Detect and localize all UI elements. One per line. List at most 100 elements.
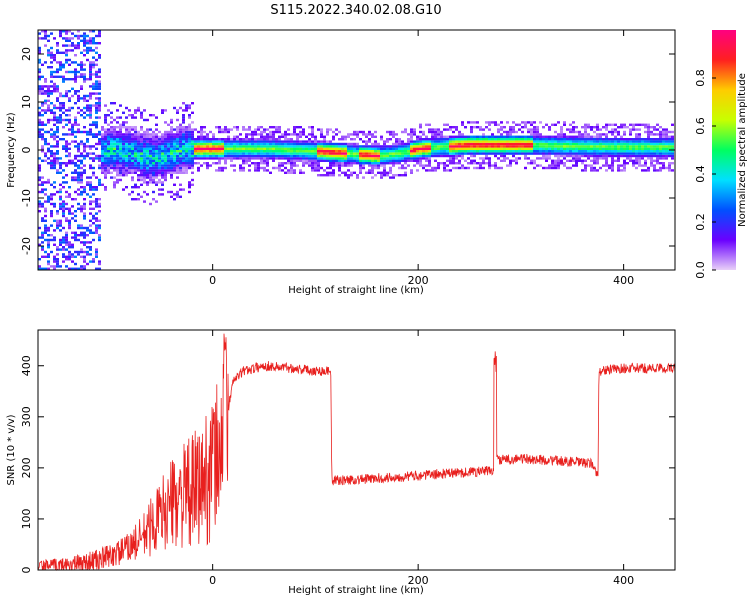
spectrogram-cell <box>95 73 98 76</box>
spectrogram-cell <box>380 176 383 179</box>
spectrogram-cell <box>377 145 380 148</box>
spectrogram-cell <box>281 135 284 138</box>
spectrogram-cell <box>56 99 59 102</box>
spectrogram-cell <box>293 171 296 174</box>
spectrogram-cell <box>68 195 71 198</box>
spectrogram-cell <box>455 135 458 138</box>
spectrogram-cell <box>119 126 122 129</box>
spectrogram-cell <box>353 159 356 162</box>
spectrogram-cell <box>131 164 134 167</box>
spectrogram-cell <box>62 202 65 206</box>
spectrogram-cell <box>146 181 149 184</box>
spectrogram-cell <box>155 138 158 141</box>
spectrogram-cell <box>407 133 410 136</box>
spectrogram-cell <box>38 236 41 239</box>
spectrogram-cell <box>641 138 644 141</box>
spectrogram-cell <box>632 123 635 126</box>
spectrogram-cell <box>551 147 554 150</box>
spectrogram-cell <box>515 135 518 138</box>
spectrogram-cell <box>98 219 101 222</box>
spectrogram-cell <box>422 154 425 158</box>
spectrogram-cell <box>74 123 77 126</box>
spectrogram-cell <box>134 166 137 170</box>
spectrogram-cell <box>587 138 590 141</box>
spectrogram-cell <box>59 75 62 78</box>
spectrogram-cell <box>212 152 215 155</box>
spectrogram-cell <box>437 147 440 150</box>
spectrogram-cell <box>425 152 428 155</box>
spectrogram-cell <box>440 140 443 143</box>
spectrogram-cell <box>152 138 155 141</box>
spectrogram-cell <box>110 130 113 134</box>
spectrogram-cell <box>125 147 128 150</box>
spectrogram-cell <box>494 140 497 143</box>
spectrogram-cell <box>305 140 308 143</box>
spectrogram-cell <box>203 145 206 148</box>
spectrogram-cell <box>344 164 347 167</box>
spectrogram-cell <box>152 150 155 153</box>
spectrogram-cell <box>95 80 98 83</box>
spectrogram-cell <box>605 128 608 131</box>
spectrogram-cell <box>266 152 269 155</box>
spectrogram-cell <box>380 171 383 174</box>
spectrogram-cell <box>83 207 86 210</box>
spectrogram-cell <box>98 54 101 57</box>
spectrogram-cell <box>596 162 599 165</box>
spectrogram-cell <box>233 142 236 146</box>
spectrogram-cell <box>146 164 149 167</box>
spectrogram-cell <box>56 212 59 215</box>
spectrogram-cell <box>344 135 347 138</box>
spectrogram-cell <box>215 145 218 148</box>
spectrogram-cell <box>56 260 59 263</box>
spectrogram-cell <box>155 157 158 160</box>
spectrogram-cell <box>194 147 197 150</box>
spectrogram-cell <box>197 142 200 146</box>
spectrogram-cell <box>299 142 302 146</box>
spectrogram-cell <box>467 166 470 170</box>
spectrogram-cell <box>209 164 212 167</box>
spectrogram-cell <box>359 166 362 170</box>
spectrogram-cell <box>212 147 215 150</box>
spectrogram-cell <box>290 142 293 146</box>
spectrogram-cell <box>593 126 596 129</box>
spectrogram-cell <box>116 166 119 170</box>
spectrogram-cell <box>560 133 563 136</box>
spectrogram-cell <box>335 128 338 131</box>
spectrogram-cell <box>281 157 284 160</box>
spectrogram-cell <box>143 154 146 158</box>
spectrogram-cell <box>395 142 398 146</box>
spectrogram-cell <box>419 154 422 158</box>
spectrogram-cell <box>164 154 167 158</box>
spectrogram-cell <box>536 152 539 155</box>
spectrogram-cell <box>116 171 119 174</box>
spectrogram-cell <box>665 150 668 153</box>
spectrogram-cell <box>659 140 662 143</box>
spectrogram-cell <box>83 250 86 254</box>
spectrogram-cell <box>350 142 353 146</box>
spectrogram-cell <box>548 138 551 141</box>
spectrogram-cell <box>122 142 125 146</box>
spectrogram-cell <box>305 159 308 162</box>
spectrogram-cell <box>374 150 377 153</box>
spectrogram-cell <box>155 162 158 165</box>
spectrogram-cell <box>371 162 374 165</box>
spectrogram-cell <box>59 229 62 232</box>
spectrogram-cell <box>479 166 482 170</box>
spectrogram-cell <box>311 169 314 172</box>
spectrogram-cell <box>626 154 629 158</box>
spectrogram-cell <box>659 152 662 155</box>
spectrogram-cell <box>83 44 86 47</box>
spectrogram-cell <box>545 135 548 138</box>
spectrogram-cell <box>272 130 275 134</box>
spectrogram-cell <box>395 133 398 136</box>
spectrogram-cell <box>44 219 47 222</box>
spectrogram-cell <box>50 202 53 206</box>
spectrogram-cell <box>95 63 98 66</box>
spectrogram-cell <box>71 42 74 45</box>
spectrogram-cell <box>95 212 98 215</box>
spectrogram-cell <box>74 80 77 83</box>
spectrogram-cell <box>176 154 179 158</box>
spectrogram-cell <box>362 154 365 158</box>
spectrogram-cell <box>584 133 587 136</box>
spectrogram-cell <box>368 130 371 134</box>
